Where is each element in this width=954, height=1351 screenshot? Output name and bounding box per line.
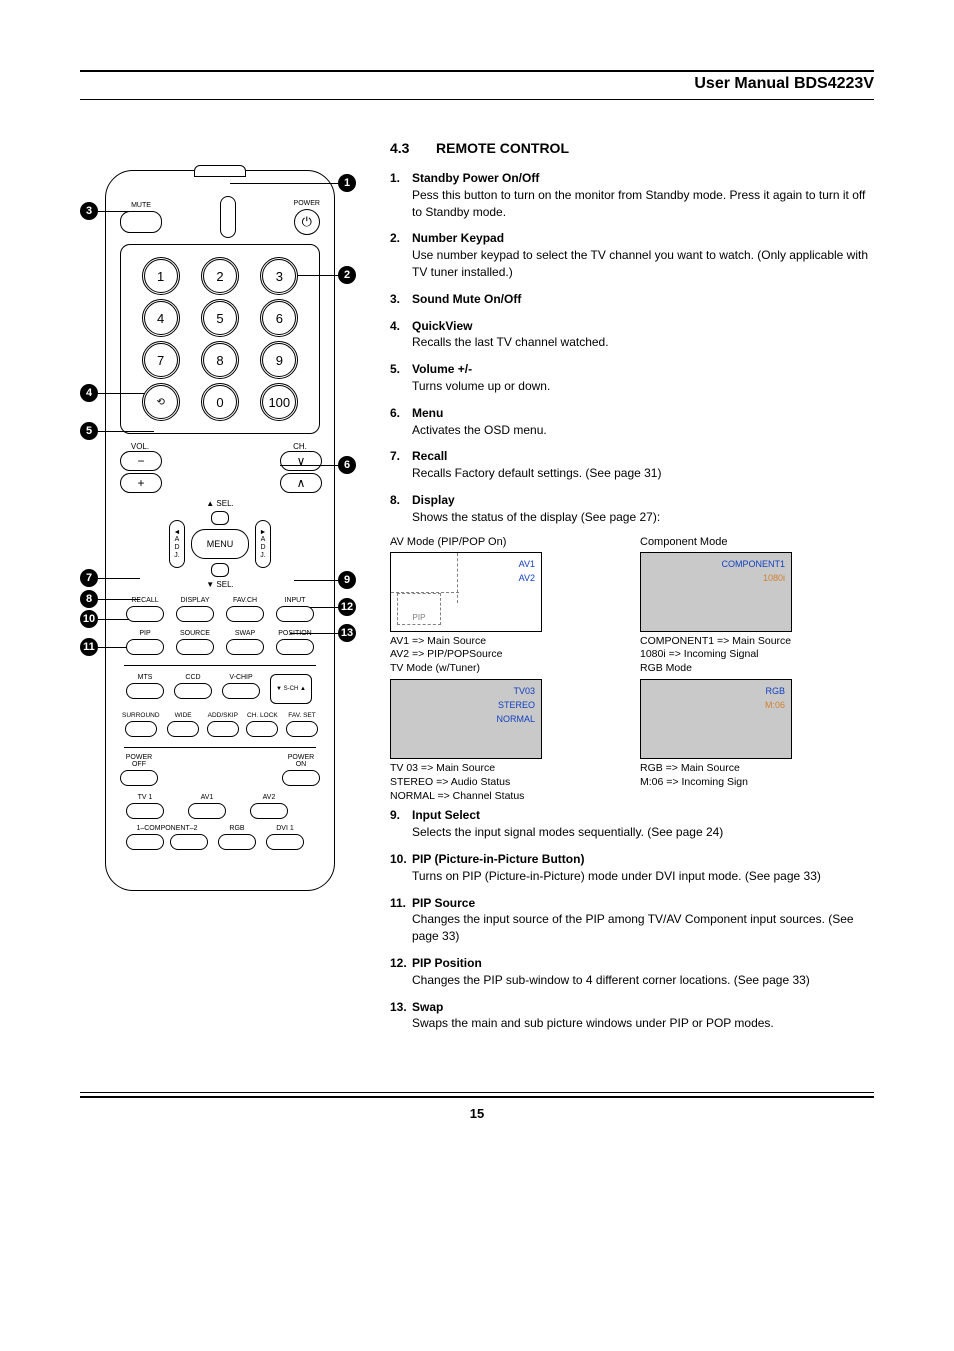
callout-8: 8	[80, 590, 98, 608]
keypad-9[interactable]: 9	[260, 341, 298, 379]
pip-button[interactable]	[126, 639, 164, 655]
vchip-button[interactable]	[222, 683, 260, 699]
keypad-100[interactable]: 100	[260, 383, 298, 421]
keypad-3[interactable]: 3	[260, 257, 298, 295]
pwron-button[interactable]	[282, 770, 320, 786]
keypad-8[interactable]: 8	[201, 341, 239, 379]
item-8: 8.DisplayShows the status of the display…	[390, 492, 874, 526]
header-title: User Manual BDS4223V	[80, 75, 874, 99]
display-button[interactable]	[176, 606, 214, 622]
page-number: 15	[80, 1096, 874, 1121]
input-button[interactable]	[276, 606, 314, 622]
callout-10: 10	[80, 610, 98, 628]
keypad-6[interactable]: 6	[260, 299, 298, 337]
callout-7: 7	[80, 569, 98, 587]
item-5: 5.Volume +/-Turns volume up or down.	[390, 361, 874, 395]
callout-9: 9	[338, 571, 356, 589]
keypad-5[interactable]: 5	[201, 299, 239, 337]
item-2: 2.Number KeypadUse number keypad to sele…	[390, 230, 874, 280]
section-title: 4.3REMOTE CONTROL	[390, 140, 874, 156]
item-7: 7.RecallRecalls Factory default settings…	[390, 448, 874, 482]
channel-rocker[interactable]: CH. ∨ ∧	[280, 442, 320, 493]
osd-rgb-mode: RGB M:06	[640, 679, 792, 759]
source-button[interactable]	[176, 639, 214, 655]
lbl-mute: MUTE	[131, 202, 151, 209]
recall-button[interactable]	[126, 606, 164, 622]
callout-13: 13	[338, 624, 356, 642]
keypad-4[interactable]: 4	[142, 299, 180, 337]
keypad-1[interactable]: 1	[142, 257, 180, 295]
sch-stepper[interactable]: ▼ S-CH ▲	[270, 674, 312, 704]
callout-12: 12	[338, 598, 356, 616]
keypad-0[interactable]: 0	[201, 383, 239, 421]
callout-2: 2	[338, 266, 356, 284]
display-modes-grid: AV Mode (PIP/POP On) AV1 AV2 PIP AV1 => …	[390, 536, 874, 804]
adj-left[interactable]: ◄ A D J.	[169, 520, 185, 568]
callout-4: 4	[80, 384, 98, 402]
callout-11: 11	[80, 638, 98, 656]
number-keypad: 123 456 789 ⟲ 0 100	[120, 244, 320, 434]
item-12: 12.PIP PositionChanges the PIP sub-windo…	[390, 955, 874, 989]
pwroff-button[interactable]	[120, 770, 158, 786]
item-4: 4.QuickViewRecalls the last TV channel w…	[390, 318, 874, 352]
osd-component-mode: COMPONENT1 1080i	[640, 552, 792, 632]
mute-button[interactable]	[120, 211, 162, 233]
volume-rocker[interactable]: VOL. − +	[120, 442, 160, 493]
adj-right[interactable]: ► A D J.	[255, 520, 271, 568]
favch-button[interactable]	[226, 606, 264, 622]
keypad-7[interactable]: 7	[142, 341, 180, 379]
item-10: 10.PIP (Picture-in-Picture Button)Turns …	[390, 851, 874, 885]
power-button[interactable]: ⏻	[294, 209, 320, 235]
callout-1: 1	[338, 174, 356, 192]
menu-button[interactable]: MENU	[191, 529, 249, 559]
item-1: 1.Standby Power On/OffPess this button t…	[390, 170, 874, 220]
keypad-qv[interactable]: ⟲	[142, 383, 180, 421]
item-13: 13.SwapSwaps the main and sub picture wi…	[390, 999, 874, 1033]
keypad-2[interactable]: 2	[201, 257, 239, 295]
item-3: 3.Sound Mute On/Off	[390, 291, 874, 308]
item-6: 6.MenuActivates the OSD menu.	[390, 405, 874, 439]
item-9: 9.Input SelectSelects the input signal m…	[390, 807, 874, 841]
mts-button[interactable]	[126, 683, 164, 699]
ccd-button[interactable]	[174, 683, 212, 699]
callout-3: 3	[80, 202, 98, 220]
lbl-power: POWER	[294, 200, 320, 207]
swap-button[interactable]	[226, 639, 264, 655]
osd-tv-mode: TV03 STEREO NORMAL	[390, 679, 542, 759]
remote-diagram: 12345678910111213 MUTE POWER⏻ 123456789⟲…	[80, 140, 360, 1042]
item-11: 11.PIP SourceChanges the input source of…	[390, 895, 874, 945]
osd-av-mode: AV1 AV2 PIP	[390, 552, 542, 632]
position-button[interactable]	[276, 639, 314, 655]
callout-5: 5	[80, 422, 98, 440]
callout-6: 6	[338, 456, 356, 474]
